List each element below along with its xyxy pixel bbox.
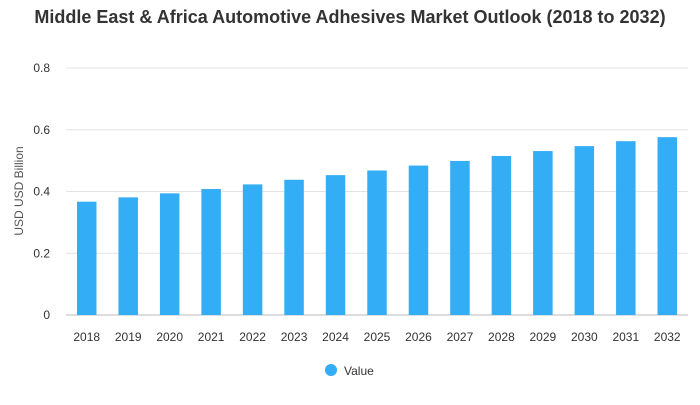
chart-title: Middle East & Africa Automotive Adhesive… (34, 7, 666, 27)
bar[interactable] (408, 165, 429, 315)
y-tick-label: 0.4 (33, 185, 50, 199)
y-axis-ticks: 0 0.2 0.4 0.6 0.8 (33, 61, 50, 322)
x-tick-label: 2027 (447, 330, 474, 344)
legend-label[interactable]: Value (344, 364, 374, 378)
bar[interactable] (201, 189, 221, 315)
legend-marker[interactable] (325, 364, 337, 376)
x-tick-label: 2024 (322, 330, 349, 344)
x-tick-label: 2023 (281, 330, 308, 344)
x-axis-ticks: 2018 2019 2020 2021 2022 2023 2024 2025 2026 2027… (73, 330, 681, 344)
legend[interactable]: Value (325, 364, 374, 378)
bar[interactable] (491, 155, 512, 315)
x-tick-label: 2022 (239, 330, 266, 344)
bar[interactable] (118, 197, 138, 315)
bar[interactable] (574, 146, 595, 315)
x-tick-label: 2018 (73, 330, 100, 344)
x-tick-label: 2029 (530, 330, 557, 344)
bar[interactable] (325, 175, 346, 315)
y-tick-label: 0.6 (33, 123, 50, 137)
bar[interactable] (657, 137, 678, 315)
bar[interactable] (367, 170, 387, 315)
bar[interactable] (533, 151, 553, 315)
x-tick-label: 2030 (571, 330, 598, 344)
bar[interactable] (76, 201, 97, 315)
bar[interactable] (450, 160, 470, 315)
y-tick-label: 0.8 (33, 61, 50, 75)
bar[interactable] (159, 193, 180, 315)
bars (76, 137, 678, 315)
x-tick-label: 2025 (364, 330, 391, 344)
x-tick-label: 2028 (488, 330, 515, 344)
x-tick-label: 2021 (198, 330, 225, 344)
x-tick-label: 2031 (612, 330, 639, 344)
bar[interactable] (616, 141, 636, 315)
y-tick-label: 0 (43, 308, 50, 322)
x-tick-label: 2020 (156, 330, 183, 344)
x-tick-label: 2026 (405, 330, 432, 344)
x-tick-label: 2019 (115, 330, 142, 344)
x-tick-label: 2032 (654, 330, 681, 344)
bar[interactable] (242, 184, 263, 315)
y-tick-label: 0.2 (33, 246, 50, 260)
y-axis-title: USD USD Billion (12, 146, 26, 235)
bar[interactable] (284, 179, 304, 315)
